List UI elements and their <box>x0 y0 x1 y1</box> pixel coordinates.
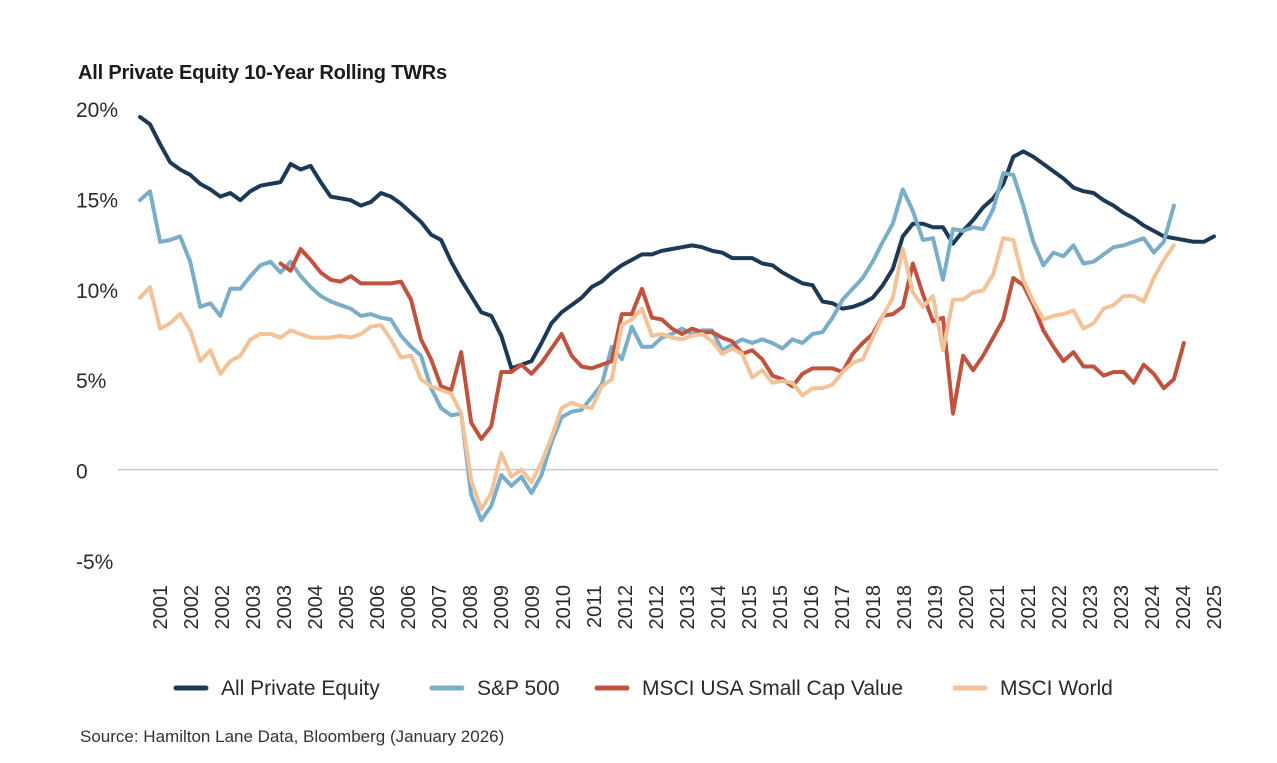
x-tick-label: 2025 <box>1204 585 1226 630</box>
x-tick-label: 2024 <box>1173 585 1195 630</box>
x-tick-label: 2018 <box>863 585 885 630</box>
x-tick-label: 2008 <box>460 585 482 630</box>
x-tick-label: 2001 <box>150 585 172 630</box>
x-tick-label: 2016 <box>801 585 823 630</box>
x-tick-label: 2004 <box>305 585 327 630</box>
x-tick-label: 2007 <box>429 585 451 630</box>
x-tick-label: 2010 <box>553 585 575 630</box>
x-tick-label: 2015 <box>739 585 761 630</box>
x-tick-label: 2024 <box>1142 585 1164 630</box>
series-line-all-private-equity <box>138 115 1216 371</box>
x-tick-label: 2005 <box>336 585 358 630</box>
x-tick-label: 2006 <box>398 585 420 630</box>
x-tick-label: 2018 <box>894 585 916 630</box>
x-tick-label: 2023 <box>1111 585 1133 630</box>
x-tick-label: 2013 <box>677 585 699 630</box>
x-tick-label: 2021 <box>987 585 1009 630</box>
x-tick-label: 2015 <box>770 585 792 630</box>
x-tick-label: 2012 <box>646 585 668 630</box>
legend-label: S&P 500 <box>477 677 560 700</box>
x-tick-label: 2003 <box>243 585 265 630</box>
x-tick-label: 2020 <box>956 585 978 630</box>
legend-label: MSCI USA Small Cap Value <box>642 677 903 700</box>
series-lines <box>138 115 1216 523</box>
x-tick-label: 2017 <box>832 585 854 630</box>
x-tick-label: 2012 <box>615 585 637 630</box>
x-tick-label: 2006 <box>367 585 389 630</box>
x-tick-label: 2009 <box>491 585 513 630</box>
series-line-msci-world <box>138 236 1176 512</box>
legend-label: MSCI World <box>1000 677 1113 700</box>
x-tick-label: 2002 <box>212 585 234 630</box>
y-axis-ticks: 20% 15% 10% 5% 0 -5% <box>76 99 118 574</box>
x-tick-label: 2021 <box>1018 585 1040 630</box>
source-note: Source: Hamilton Lane Data, Bloomberg (J… <box>80 727 505 746</box>
x-tick-label: 2003 <box>274 585 296 630</box>
series-line-s-p-500 <box>138 171 1176 523</box>
x-tick-label: 2002 <box>181 585 203 630</box>
series-line-msci-usa-small-cap-value <box>278 247 1186 441</box>
legend-label: All Private Equity <box>221 677 380 700</box>
y-tick-label: 5% <box>76 370 106 393</box>
x-tick-label: 2011 <box>584 585 606 628</box>
y-tick-label: 15% <box>76 189 118 212</box>
x-tick-label: 2022 <box>1049 585 1071 630</box>
y-tick-label: 10% <box>76 280 118 303</box>
chart-title: All Private Equity 10-Year Rolling TWRs <box>78 62 447 84</box>
x-tick-label: 2009 <box>522 585 544 630</box>
x-tick-label: 2023 <box>1080 585 1102 630</box>
y-tick-label: -5% <box>76 551 113 574</box>
legend: All Private Equity S&P 500 MSCI USA Small … <box>173 677 1113 700</box>
y-tick-label: 20% <box>76 99 118 122</box>
y-tick-label: 0 <box>76 461 88 484</box>
x-axis-ticks: 2001 2002 2002 2003 2003 2004 2005 2006 2006 2007… <box>150 585 1226 630</box>
x-tick-label: 2019 <box>925 585 947 630</box>
x-tick-label: 2014 <box>708 585 730 630</box>
